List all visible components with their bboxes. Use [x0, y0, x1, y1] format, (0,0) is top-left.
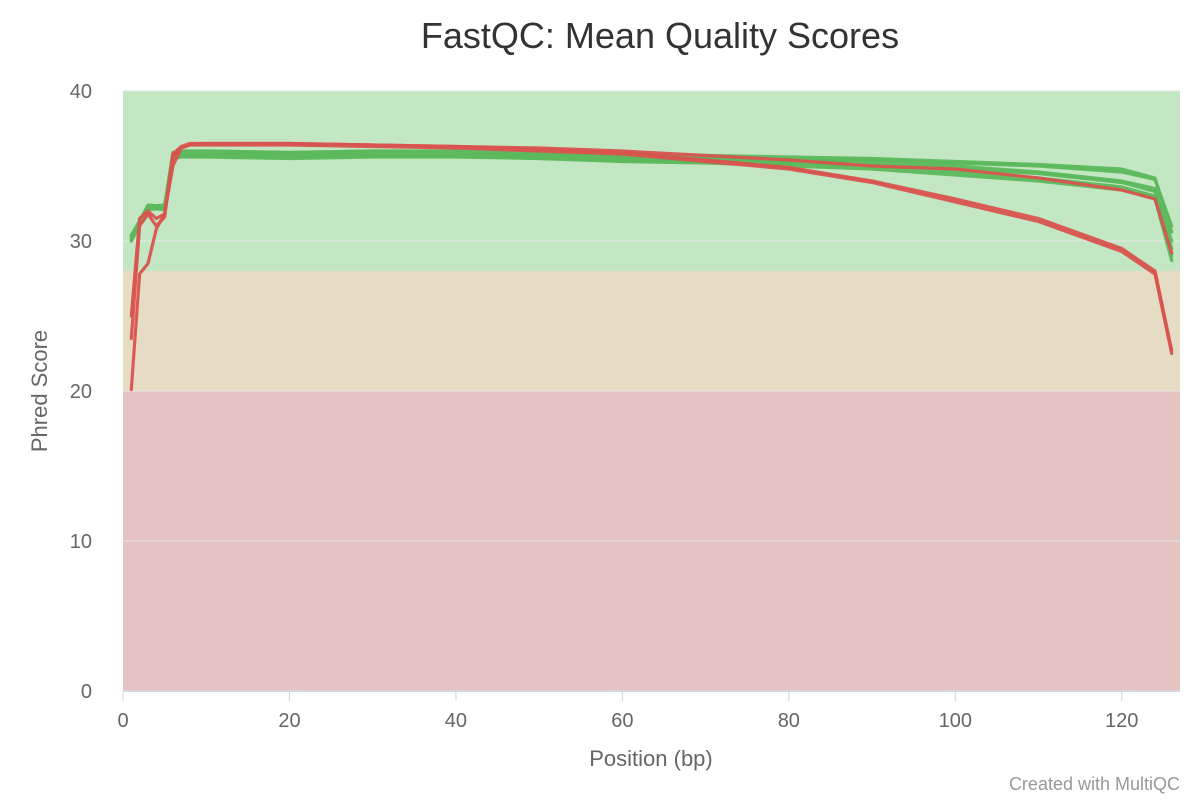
tick-labels: 0 10 20 30 40 0 20 40 60 80 100 120	[70, 81, 1139, 732]
y-tick-label: 30	[70, 231, 92, 253]
series-lines	[129, 141, 1174, 392]
y-tick-label: 10	[70, 531, 92, 553]
y-tick-label: 40	[70, 81, 92, 103]
x-tick-label: 100	[939, 710, 972, 732]
chart-title: FastQC: Mean Quality Scores	[421, 15, 899, 56]
series-line-9[interactable]	[129, 143, 1174, 356]
x-tick-label: 0	[117, 710, 128, 732]
x-tick-label: 120	[1105, 710, 1138, 732]
x-axis-label: Position (bp)	[589, 746, 713, 771]
axes	[122, 691, 1180, 701]
y-tick-label: 0	[81, 681, 92, 703]
y-tick-label: 20	[70, 381, 92, 403]
credits-text[interactable]: Created with MultiQC	[1009, 774, 1180, 794]
x-tick-label: 60	[611, 710, 633, 732]
x-tick-label: 20	[278, 710, 300, 732]
x-tick-label: 40	[445, 710, 467, 732]
band-1	[123, 271, 1180, 391]
y-axis-label: Phred Score	[27, 330, 52, 452]
x-tick-label: 80	[778, 710, 800, 732]
